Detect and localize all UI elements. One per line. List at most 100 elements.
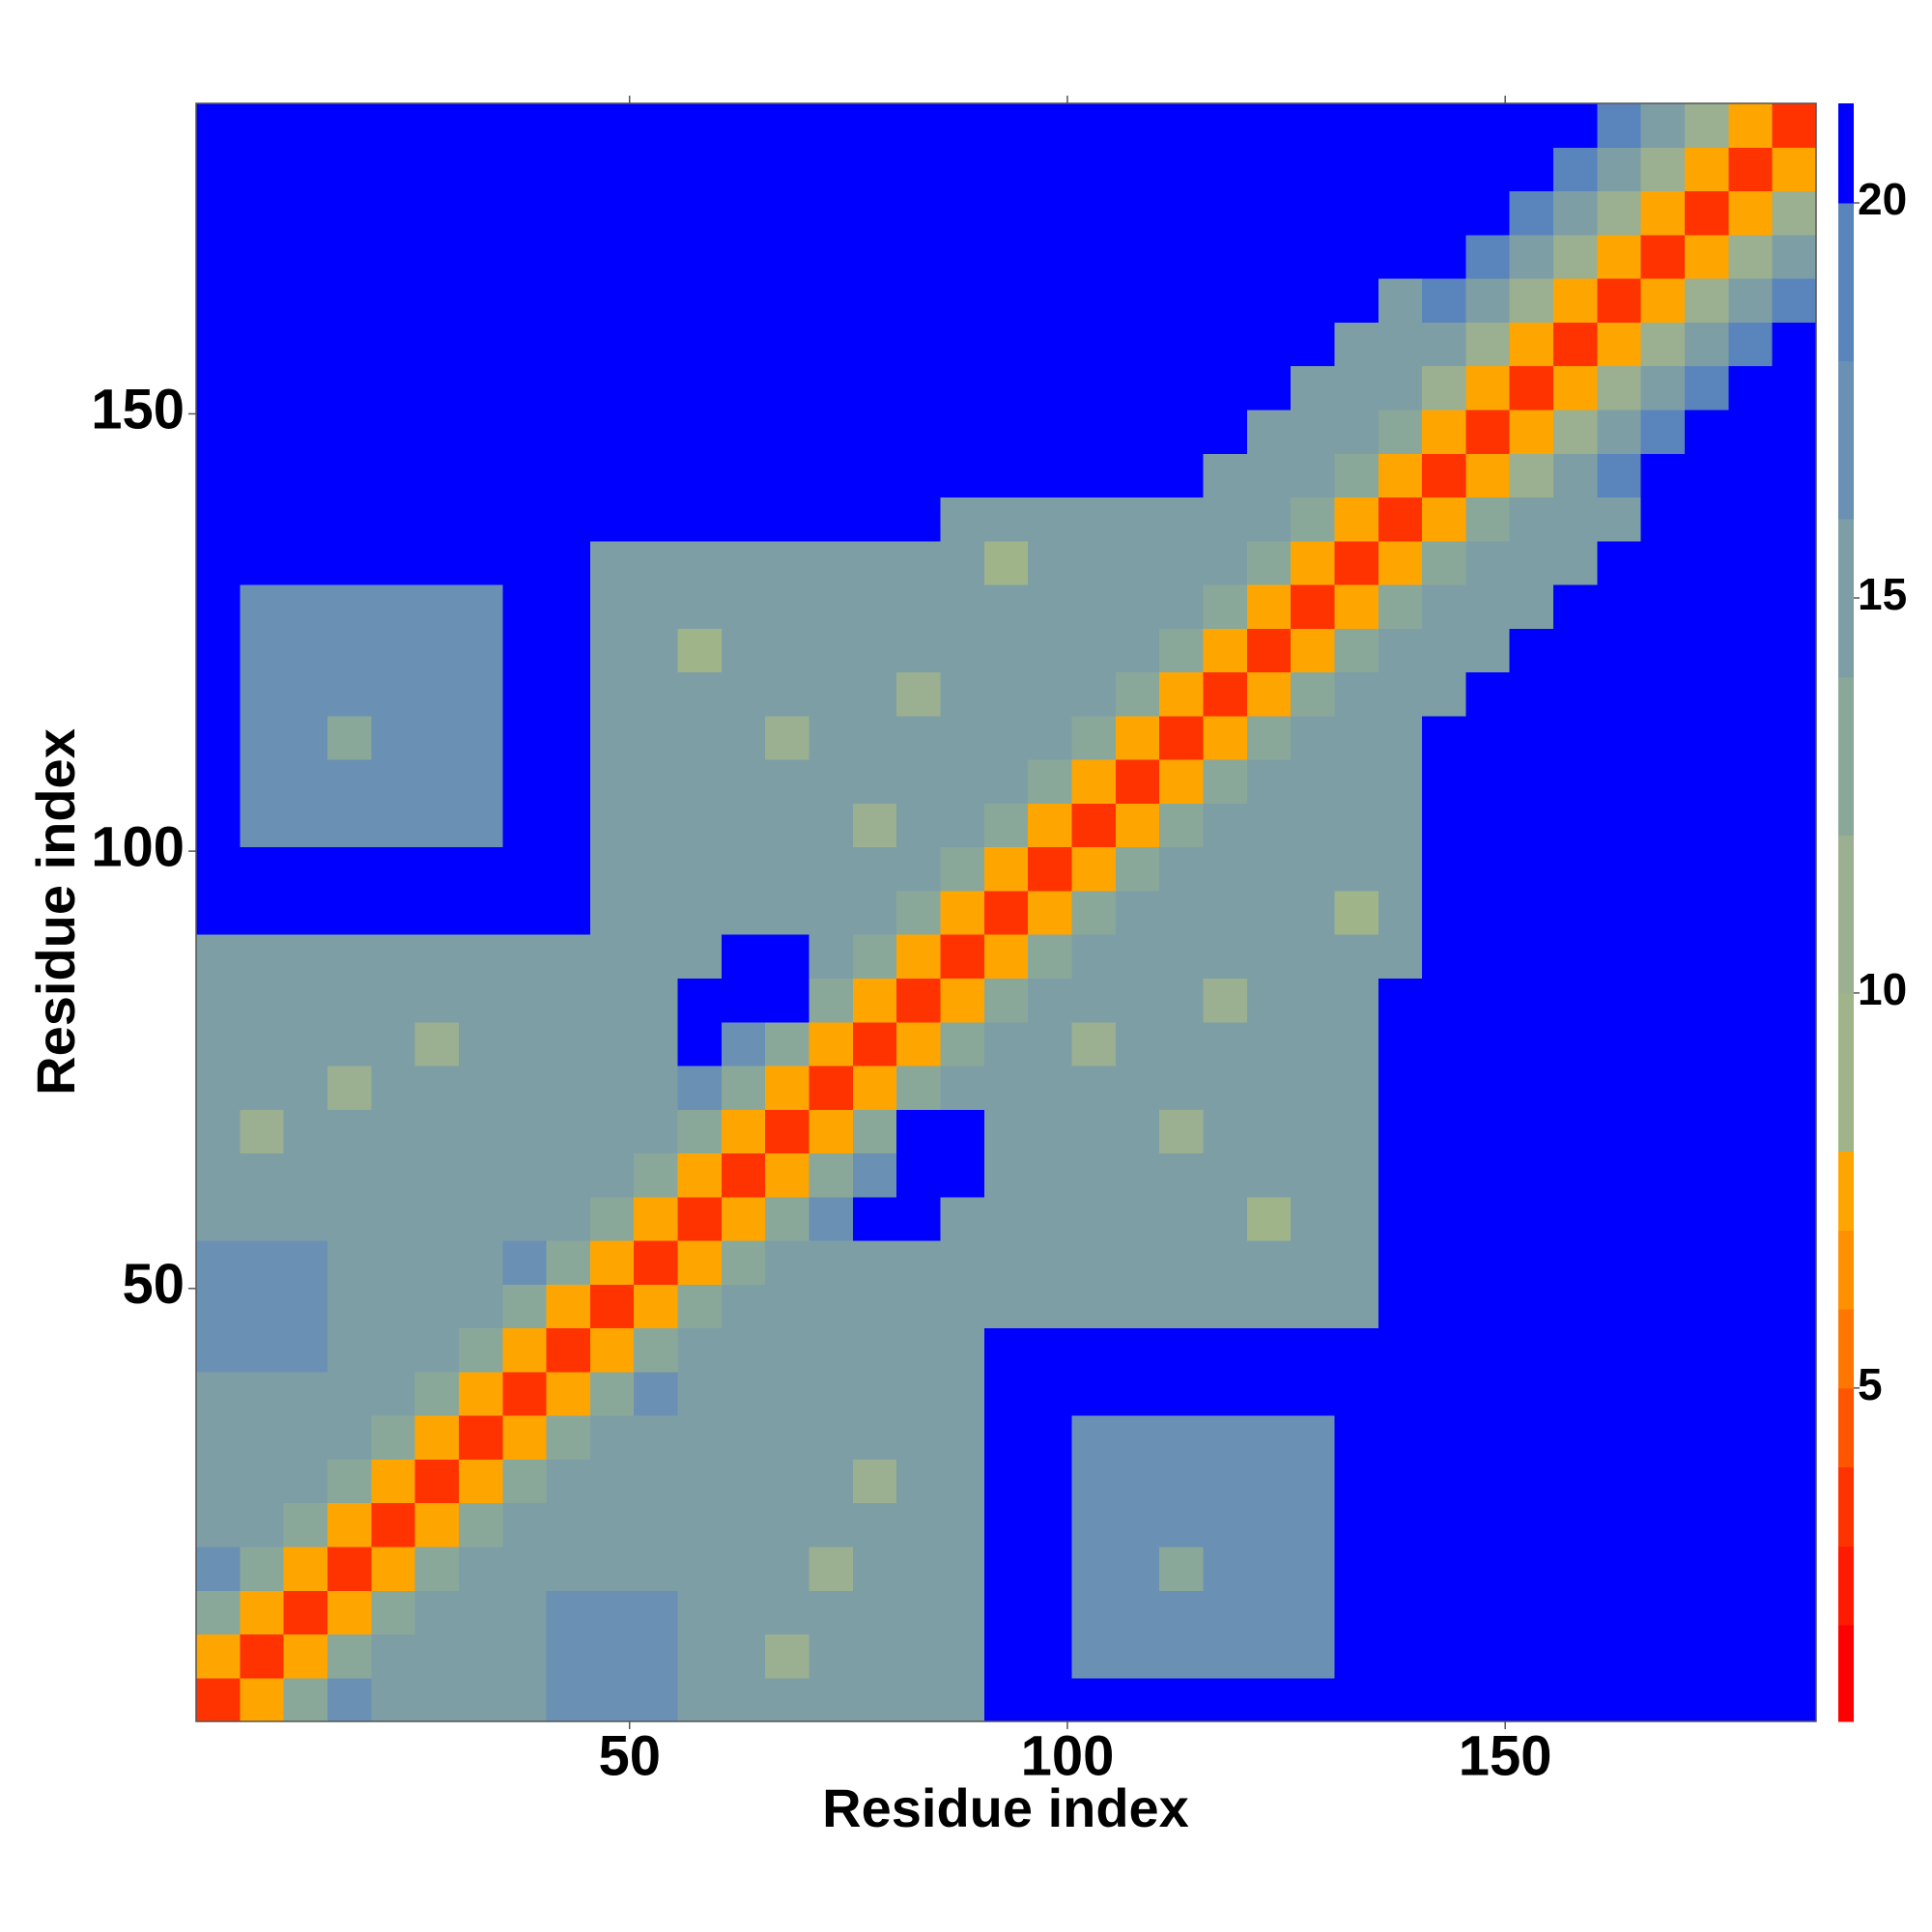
cell [1640, 190, 1686, 236]
cell [1728, 365, 1774, 411]
cell [852, 103, 897, 148]
cell [1115, 1240, 1160, 1285]
cell [809, 1415, 854, 1460]
cell [196, 1196, 241, 1241]
cell [1246, 322, 1292, 367]
colorbar-tick-label: 5 [1858, 1359, 1883, 1409]
cell [283, 1327, 328, 1373]
cell [1597, 365, 1642, 411]
cell [721, 453, 766, 498]
cell [1115, 234, 1160, 279]
cell [634, 1240, 679, 1285]
cell [1553, 583, 1598, 629]
cell [1728, 1415, 1774, 1460]
cell [1203, 715, 1248, 760]
cell [940, 583, 985, 629]
cell [1115, 409, 1160, 454]
cell [589, 978, 635, 1023]
cell [1597, 803, 1642, 848]
cell [1028, 1240, 1073, 1285]
cell [983, 453, 1029, 498]
cell [765, 497, 810, 542]
cell [327, 1371, 372, 1416]
cell [677, 1459, 723, 1504]
cell [852, 234, 897, 279]
cell [765, 1109, 810, 1154]
cell [327, 1677, 372, 1722]
cell [1291, 1590, 1336, 1635]
cell [1203, 1677, 1248, 1722]
cell [1728, 278, 1774, 323]
cell [327, 759, 372, 804]
cell [546, 759, 591, 804]
cell [1640, 1459, 1686, 1504]
cell [1728, 1546, 1774, 1591]
cell [1685, 1502, 1729, 1548]
cell [196, 759, 241, 804]
cell [1246, 890, 1292, 935]
cell [240, 803, 285, 848]
cell [1597, 890, 1642, 935]
cell [1640, 1371, 1686, 1416]
cell [1334, 759, 1379, 804]
cell [327, 715, 372, 760]
cell [414, 583, 460, 629]
cell [809, 846, 854, 892]
cell [589, 934, 635, 980]
cell [196, 1590, 241, 1635]
cell [283, 147, 328, 192]
cell [546, 147, 591, 192]
cell [283, 1109, 328, 1154]
cell [896, 846, 942, 892]
cell [1203, 1546, 1248, 1591]
cell [240, 1240, 285, 1285]
cell [414, 978, 460, 1023]
cell [371, 1415, 416, 1460]
cell [1422, 1021, 1467, 1066]
cell [371, 1327, 416, 1373]
cell [1159, 147, 1205, 192]
cell [1028, 1677, 1073, 1722]
cell [634, 759, 679, 804]
cell [1728, 1109, 1774, 1154]
cell [458, 1021, 503, 1066]
x-tick-label: 100 [1021, 1724, 1115, 1787]
cell [1159, 978, 1205, 1023]
cell [1553, 365, 1598, 411]
cell [1640, 1415, 1686, 1460]
cell [896, 671, 942, 717]
y-tick-label: 100 [91, 815, 185, 878]
cell [1028, 278, 1073, 323]
cell [896, 1459, 942, 1504]
cell [240, 1590, 285, 1635]
cell [458, 1502, 503, 1548]
cell [240, 1502, 285, 1548]
cell [1334, 190, 1379, 236]
cell [721, 1459, 766, 1504]
cell [1291, 409, 1336, 454]
cell [1422, 540, 1467, 585]
cell [1509, 759, 1554, 804]
cell [1422, 759, 1467, 804]
cell [983, 1371, 1029, 1416]
cell [1509, 322, 1554, 367]
cell [983, 1152, 1029, 1198]
cell [765, 1459, 810, 1504]
cell [1422, 803, 1467, 848]
cell [721, 715, 766, 760]
cell [896, 1677, 942, 1722]
cell [502, 365, 548, 411]
cell [1685, 846, 1729, 892]
cell [414, 1677, 460, 1722]
cell [1772, 846, 1817, 892]
cell [765, 1677, 810, 1722]
cell [196, 583, 241, 629]
cell [809, 890, 854, 935]
cell [1509, 453, 1554, 498]
cell [371, 1065, 416, 1110]
cell [458, 147, 503, 192]
cell [1772, 1021, 1817, 1066]
cell [1728, 1327, 1774, 1373]
cell [1509, 803, 1554, 848]
cell [414, 628, 460, 673]
